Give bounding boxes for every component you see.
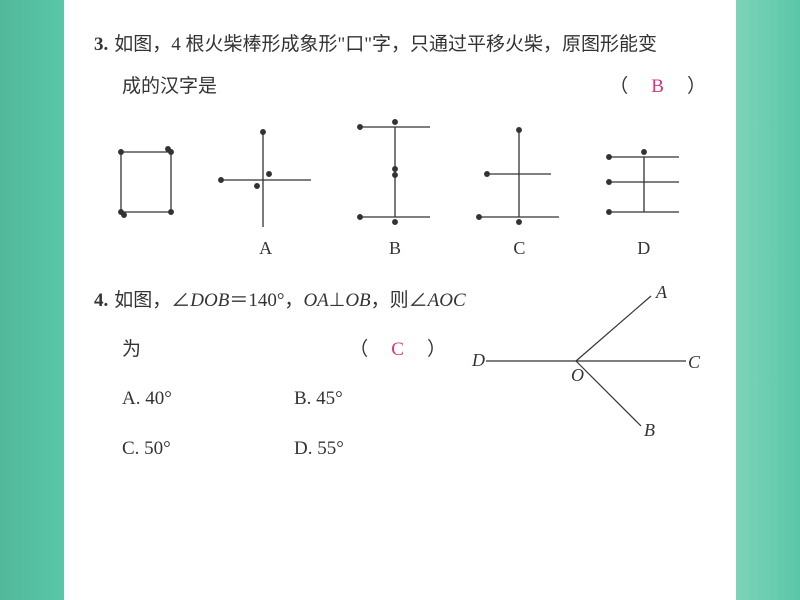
q4-aoc: AOC bbox=[428, 290, 466, 311]
q4-opt-b: B. 45° bbox=[294, 374, 466, 423]
q3-answer-group: （ B ） bbox=[609, 66, 706, 108]
fig-label-d: D bbox=[637, 238, 650, 258]
diagram-label-c: C bbox=[688, 352, 701, 372]
diagram-label-a: A bbox=[655, 282, 668, 302]
q4-block: 4.如图，∠DOB＝140°，OA⊥OB，则∠AOC 为 （ C ） A. 40… bbox=[94, 276, 706, 474]
q4-line1: 4.如图，∠DOB＝140°，OA⊥OB，则∠AOC bbox=[94, 276, 466, 325]
q4-diagram: A B C D O bbox=[466, 276, 706, 474]
figure-c: C bbox=[469, 122, 569, 258]
fig-label-a: A bbox=[259, 238, 272, 258]
q4-opt-a: A. 40° bbox=[122, 374, 294, 423]
paren-close: ） bbox=[668, 66, 706, 108]
diagram-label-o: O bbox=[571, 365, 584, 385]
diagram-label-d: D bbox=[471, 350, 485, 370]
diagram-label-b: B bbox=[644, 420, 655, 440]
q3-text2: 成的汉字是 bbox=[94, 66, 217, 108]
fig-label-c: C bbox=[513, 238, 525, 258]
q4-oa: OA bbox=[303, 290, 328, 311]
figure-a: A bbox=[211, 122, 321, 258]
q3-line1: 3. 如图，4 根火柴棒形成象形"口"字，只通过平移火柴，原图形能变 bbox=[94, 24, 706, 66]
q4-line2: 为 （ C ） bbox=[94, 325, 466, 374]
q4-opt-d: D. 55° bbox=[294, 424, 466, 473]
q4-options: A. 40° B. 45° C. 50° D. 55° bbox=[94, 374, 466, 473]
q3-answer: B bbox=[651, 66, 664, 108]
q4-dob: DOB bbox=[190, 290, 229, 311]
q3-line2: 成的汉字是 （ B ） bbox=[94, 66, 706, 108]
q3-figures: A B bbox=[94, 118, 706, 258]
q4-wei: 为 bbox=[94, 325, 141, 374]
figure-d: D bbox=[594, 132, 694, 258]
q3-text1: 如图，4 根火柴棒形成象形"口"字，只通过平移火柴，原图形能变 bbox=[114, 34, 657, 55]
q4-left: 4.如图，∠DOB＝140°，OA⊥OB，则∠AOC 为 （ C ） A. 40… bbox=[94, 276, 466, 474]
q4-ob: OB bbox=[345, 290, 370, 311]
q4-answer: C bbox=[391, 325, 404, 374]
figure-square bbox=[106, 132, 186, 258]
q4-answer-group: （ C ） bbox=[349, 325, 446, 374]
content-panel: 3. 如图，4 根火柴棒形成象形"口"字，只通过平移火柴，原图形能变 成的汉字是 … bbox=[64, 0, 736, 600]
q3-number: 3. bbox=[94, 34, 108, 55]
paren-open: （ bbox=[609, 66, 647, 108]
q4-number: 4. bbox=[94, 290, 108, 311]
figure-b: B bbox=[345, 112, 445, 258]
fig-label-b: B bbox=[389, 238, 401, 258]
q4-opt-c: C. 50° bbox=[122, 424, 294, 473]
